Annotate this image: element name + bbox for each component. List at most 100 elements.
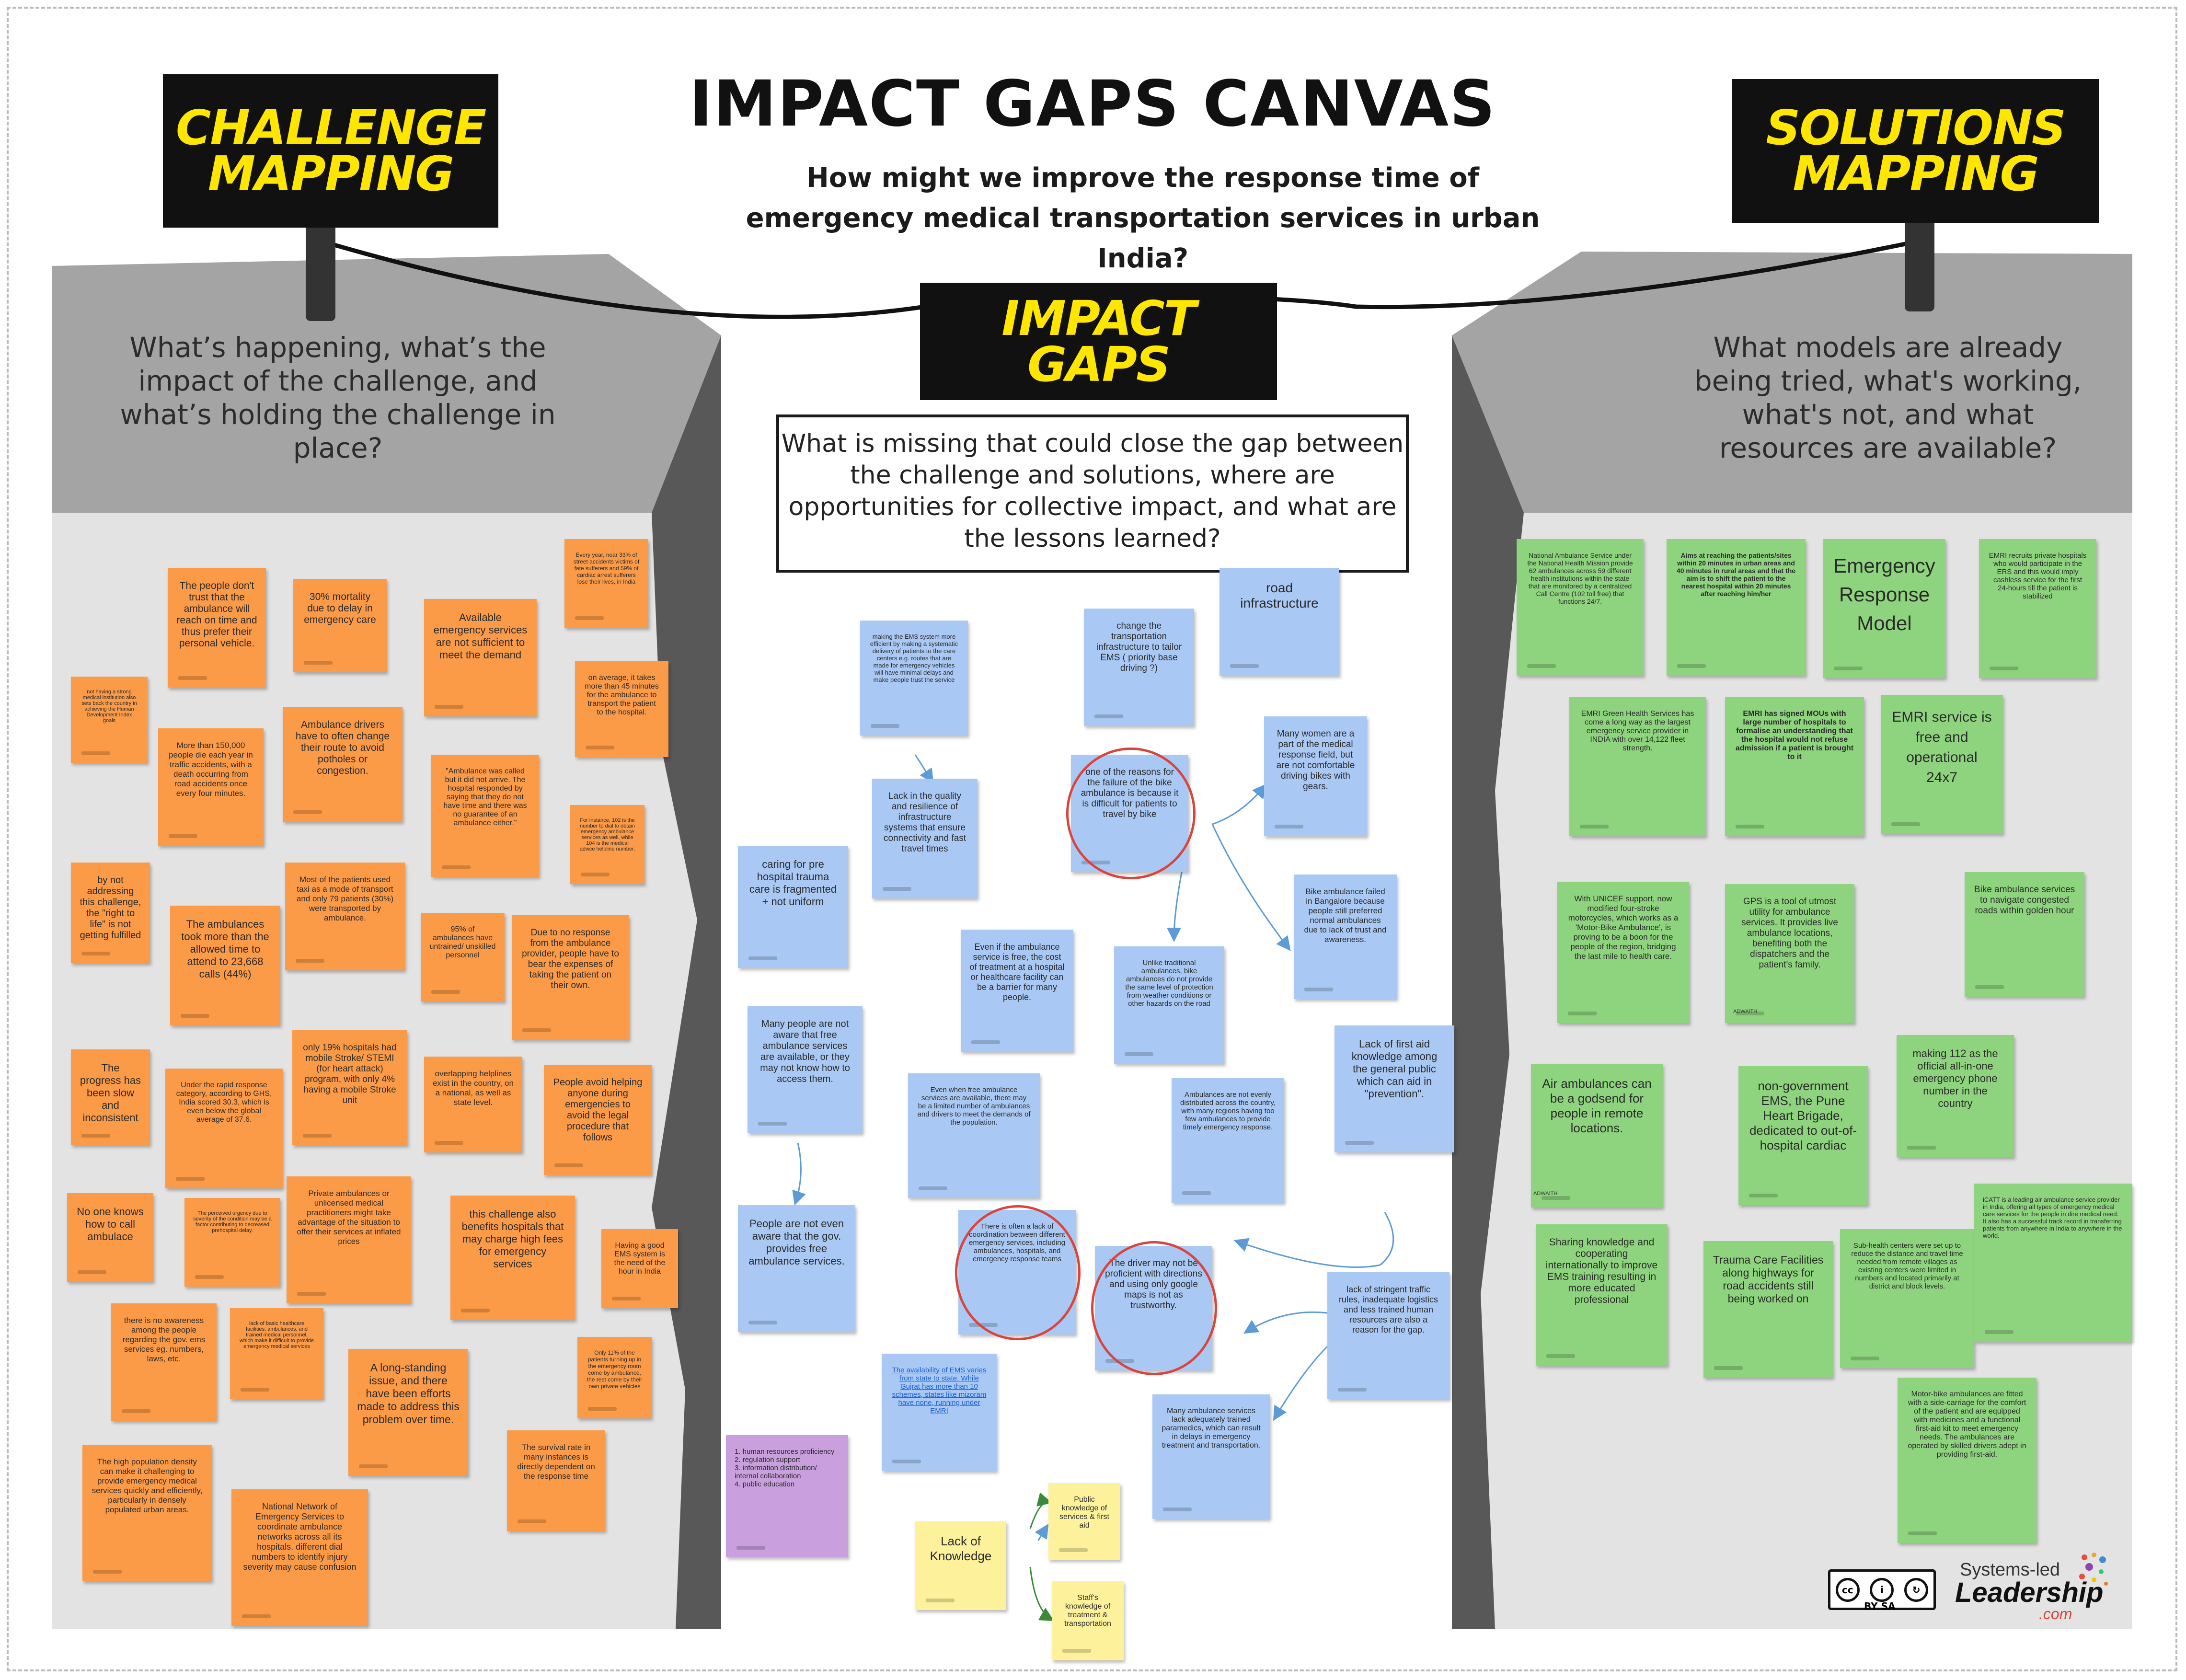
sticky-note[interactable]: Lack of first aid knowledge among the ge… bbox=[1335, 1025, 1454, 1152]
sticky-note[interactable]: Available emergency services are not suf… bbox=[424, 599, 537, 716]
by-icon: i bbox=[1870, 1577, 1894, 1602]
highlight-circle bbox=[1066, 748, 1196, 879]
sticky-note[interactable]: Most of the patients used taxi as a mode… bbox=[285, 863, 405, 970]
sa-icon: ↻ bbox=[1904, 1577, 1929, 1602]
sticky-note[interactable]: making the EMS system more efficient by … bbox=[860, 621, 968, 736]
highlight-circle bbox=[1091, 1241, 1217, 1375]
sticky-note[interactable]: The progress has been slow and inconsist… bbox=[71, 1049, 150, 1145]
sticky-note[interactable]: Only 11% of the patients turning up in t… bbox=[577, 1337, 652, 1418]
logo-top-text: Systems-led bbox=[1960, 1560, 2060, 1580]
main-question: How might we improve the response time o… bbox=[746, 162, 1540, 274]
sticky-note[interactable]: Bike ambulance services to navigate cong… bbox=[1965, 872, 2084, 997]
sticky-note[interactable]: Aims at reaching the patients/sites with… bbox=[1667, 539, 1806, 676]
sticky-note[interactable]: The people don't trust that the ambulanc… bbox=[168, 568, 266, 688]
sticky-note[interactable]: EMRI Green Health Services has come a lo… bbox=[1569, 697, 1706, 836]
sticky-note[interactable]: Due to no response from the ambulance pr… bbox=[512, 915, 629, 1040]
sticky-note[interactable]: Many ambulance services lack adequately … bbox=[1152, 1394, 1270, 1519]
sticky-note[interactable]: Lack of Knowledge bbox=[915, 1521, 1006, 1610]
sticky-note[interactable]: For instance, 102 is the number to dial … bbox=[570, 805, 644, 884]
challenge-cliff bbox=[52, 254, 721, 513]
sticky-note[interactable]: 95% of ambulances have untrained/ unskil… bbox=[421, 913, 505, 1001]
page-border bbox=[7, 7, 2177, 1671]
sticky-note[interactable]: The availability of EMS varies from stat… bbox=[882, 1354, 997, 1471]
sticky-note[interactable]: Private ambulances or unlicensed medical… bbox=[287, 1176, 411, 1303]
impact-question-box: What is missing that could close the gap… bbox=[776, 414, 1409, 573]
sticky-note[interactable]: Ambulance drivers have to often change t… bbox=[283, 707, 403, 822]
sticky-note[interactable]: on average, it takes more than 45 minute… bbox=[575, 661, 668, 757]
challenge-sign-post bbox=[306, 211, 335, 321]
sticky-note[interactable]: Many people are not aware that free ambu… bbox=[748, 1006, 863, 1133]
sticky-note[interactable]: iCATT is a leading air ambulance service… bbox=[1974, 1184, 2132, 1342]
sticky-note[interactable]: GPS is a tool of utmost utility for ambu… bbox=[1725, 884, 1854, 1023]
sticky-note[interactable]: People avoid helping anyone during emerg… bbox=[544, 1065, 652, 1175]
sticky-note[interactable]: making 112 as the official all-in-one em… bbox=[1897, 1035, 2014, 1157]
logo-domain-text: .com bbox=[2039, 1605, 2072, 1622]
logo-dots-icon bbox=[2079, 1553, 2108, 1586]
creative-commons-badge: cc i ↻ bbox=[1828, 1569, 1936, 1610]
sticky-note[interactable]: EMRI service is free and operational 24x… bbox=[1881, 695, 2003, 834]
solutions-question: What models are already being tried, wha… bbox=[1694, 331, 2082, 464]
solutions-cliff bbox=[1452, 252, 2132, 513]
sticky-note[interactable]: Staff's knowledge of treatment & transpo… bbox=[1052, 1581, 1124, 1660]
sticky-note[interactable]: caring for pre hospital trauma care is f… bbox=[738, 846, 848, 968]
sticky-note[interactable]: Having a good EMS system is the need of … bbox=[601, 1229, 678, 1308]
page-title: IMPACT GAPS CANVAS bbox=[689, 67, 1496, 141]
sticky-note[interactable]: National Network of Emergency Services t… bbox=[231, 1489, 368, 1626]
challenge-mapping-sign: CHALLENGE MAPPING bbox=[163, 74, 498, 228]
sticky-note[interactable]: Sub-health centers were set up to reduce… bbox=[1840, 1229, 1974, 1368]
sticky-note[interactable]: Many women are a part of the medical res… bbox=[1264, 716, 1367, 836]
sticky-note[interactable]: Air ambulances can be a godsend for peop… bbox=[1531, 1064, 1663, 1208]
sticky-note[interactable]: Lack in the quality and resilience of in… bbox=[872, 779, 978, 898]
sticky-note[interactable]: 30% mortality due to delay in emergency … bbox=[293, 579, 387, 672]
sticky-note[interactable]: More than 150,000 people die each year i… bbox=[158, 728, 264, 846]
sticky-note[interactable]: this challenge also benefits hospitals t… bbox=[450, 1196, 575, 1320]
sticky-note[interactable]: Trauma Care Facilities along highways fo… bbox=[1703, 1241, 1833, 1378]
sticky-note[interactable]: EMRI recruits private hospitals who woul… bbox=[1979, 539, 2096, 678]
sticky-note[interactable]: overlapping helplines exist in the count… bbox=[424, 1057, 522, 1152]
sticky-note[interactable]: by not addressing this challenge, the "r… bbox=[71, 863, 150, 963]
logo-main-text: Leadership bbox=[1955, 1577, 2104, 1608]
cc-icon: cc bbox=[1835, 1577, 1860, 1602]
solutions-rock bbox=[1452, 335, 1524, 1629]
sticky-note[interactable]: only 19% hospitals had mobile Stroke/ ST… bbox=[292, 1030, 407, 1145]
sticky-note[interactable]: road infrastructure bbox=[1220, 568, 1339, 676]
sticky-note[interactable]: there is no awareness among the people r… bbox=[111, 1303, 217, 1421]
sticky-note[interactable]: EMRI has signed MOUs with large number o… bbox=[1725, 697, 1864, 836]
sticky-note[interactable]: Even when free ambulance services are av… bbox=[908, 1073, 1040, 1198]
sticky-note[interactable]: The survival rate in many instances is d… bbox=[507, 1430, 605, 1531]
sticky-note[interactable]: A long-standing issue, and there have be… bbox=[348, 1349, 468, 1476]
license-label: BY SA bbox=[1864, 1600, 1896, 1612]
sticky-note[interactable]: lack of stringent traffic rules, inadequ… bbox=[1327, 1272, 1450, 1399]
sticky-note[interactable]: 1. human resources proficiency 2. regula… bbox=[726, 1435, 848, 1557]
author-tag: ADWAITH bbox=[1533, 1191, 1558, 1197]
sticky-note[interactable]: Emergency Response Model bbox=[1823, 539, 1945, 678]
sticky-note[interactable]: The high population density can make it … bbox=[82, 1445, 212, 1581]
author-tag: ADWAITH bbox=[1733, 1009, 1758, 1014]
sticky-note[interactable]: National Ambulance Service under the Nat… bbox=[1517, 539, 1644, 676]
sticky-note[interactable]: The perceived urgency due to severity of… bbox=[184, 1198, 280, 1287]
sticky-note[interactable]: With UNICEF support, now modified four-s… bbox=[1557, 882, 1689, 1023]
sticky-note[interactable]: People are not even aware that the gov. … bbox=[738, 1205, 855, 1332]
sticky-note[interactable]: lack of basic healthcare facilities, amb… bbox=[230, 1308, 323, 1399]
sticky-note[interactable]: Bike ambulance failed in Bangalore becau… bbox=[1294, 875, 1397, 999]
sticky-note[interactable]: The ambulances took more than the allowe… bbox=[170, 906, 280, 1025]
challenge-question: What’s happening, what’s the impact of t… bbox=[120, 331, 556, 464]
solutions-mapping-sign: SOLUTIONS MAPPING bbox=[1732, 79, 2099, 223]
highlight-circle bbox=[955, 1205, 1081, 1340]
sticky-note[interactable]: change the transportation infrastructure… bbox=[1084, 609, 1194, 726]
sticky-note[interactable]: Unlike traditional ambulances, bike ambu… bbox=[1114, 946, 1224, 1064]
sticky-note[interactable]: non-government EMS, the Pune Heart Briga… bbox=[1738, 1066, 1868, 1205]
sticky-note[interactable]: Public knowledge of services & first aid bbox=[1048, 1483, 1120, 1560]
sticky-note[interactable]: Sharing knowledge and cooperating intern… bbox=[1536, 1224, 1668, 1366]
sticky-note[interactable]: No one knows how to call ambulace bbox=[67, 1193, 153, 1282]
sticky-note[interactable]: "Ambulance was called but it did not arr… bbox=[431, 755, 539, 877]
impact-gaps-sign: IMPACT GAPS bbox=[920, 283, 1277, 400]
sticky-note[interactable]: Motor-bike ambulances are fitted with a … bbox=[1898, 1378, 2036, 1543]
sticky-note[interactable]: Under the rapid response category, accor… bbox=[165, 1069, 283, 1188]
sticky-note[interactable]: Even if the ambulance service is free, t… bbox=[961, 930, 1073, 1052]
sticky-note[interactable]: Ambulances are not evenly distributed ac… bbox=[1172, 1078, 1284, 1203]
sticky-note[interactable]: not having a strong medical institution … bbox=[71, 677, 148, 763]
challenge-rock bbox=[652, 335, 721, 1629]
sticky-note[interactable]: Every year, near 33% of street accidents… bbox=[564, 539, 648, 628]
